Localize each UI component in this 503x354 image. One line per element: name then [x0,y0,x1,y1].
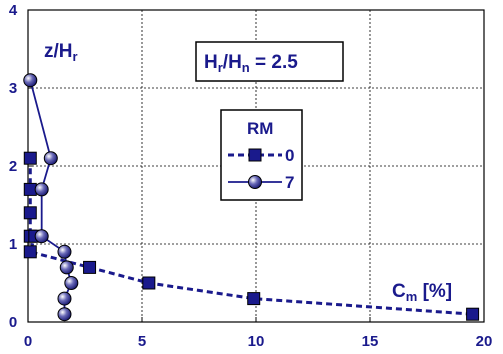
legend-title: RM [247,119,273,138]
data-point-series-0 [23,245,37,259]
y-tick-label: 0 [9,314,17,331]
legend-marker-series-1 [248,175,262,189]
series-line-0 [28,158,473,316]
annotation-box: Hr/Hn = 2.5 [195,41,344,82]
annotation-text: Hr/Hn = 2.5 [204,52,298,75]
data-point-series-0 [466,307,480,321]
data-point-series-1 [34,229,49,244]
data-point-series-0 [142,276,156,290]
data-point-series-1 [57,307,72,322]
y-tick-label: 2 [9,158,17,175]
data-point-series-0 [83,260,97,274]
series-markers [23,73,480,322]
legend-label-series-0: 0 [285,146,294,165]
legend: RM 0 7 [220,109,303,201]
data-point-series-1 [43,151,58,166]
data-point-series-0 [23,182,37,196]
legend-marker-series-0 [248,148,262,162]
data-point-series-1 [64,276,79,290]
x-tick-label: 20 [476,333,493,350]
x-axis-label: Cm [%] [392,281,452,304]
data-point-series-1 [23,73,38,88]
y-tick-label: 3 [9,80,17,97]
x-tick-label: 0 [24,333,32,350]
data-point-series-1 [57,244,72,259]
data-point-series-1 [59,260,74,275]
y-tick-label: 1 [9,236,17,253]
y-tick-label: 4 [9,2,18,19]
x-tick-label: 5 [138,333,146,350]
data-point-series-0 [23,206,37,220]
data-point-series-1 [34,182,49,197]
data-point-series-1 [57,291,72,306]
y-axis-label: z/Hr [44,41,78,64]
x-axis-ticks: 0 5 10 15 20 [24,317,493,350]
data-point-series-0 [247,292,261,306]
x-tick-label: 10 [248,333,265,350]
legend-label-series-1: 7 [285,173,294,192]
data-point-series-0 [23,151,37,165]
x-tick-label: 15 [362,333,379,350]
